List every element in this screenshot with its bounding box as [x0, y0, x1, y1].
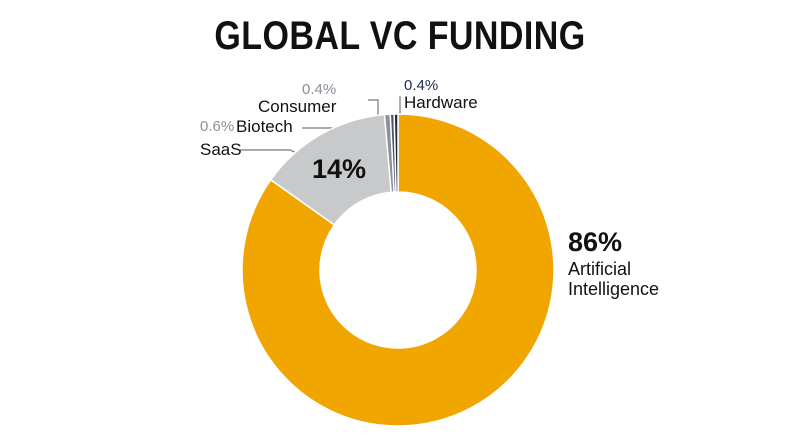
value-label: 0.6%	[200, 118, 235, 135]
slice	[241, 113, 555, 427]
chart-title: GLOBAL VC FUNDING	[214, 14, 586, 58]
value-label: 86%	[568, 227, 623, 257]
category-label: Artificial Intelligence	[568, 259, 660, 299]
value-label: 0.4%	[404, 77, 439, 94]
category-label: Biotech	[236, 117, 293, 136]
value-label: 14%	[312, 154, 367, 184]
category-label: SaaS	[200, 140, 242, 159]
category-label: Consumer	[258, 97, 337, 116]
slice	[393, 113, 399, 193]
leader-line	[368, 99, 379, 118]
value-label: 0.4%	[302, 81, 337, 98]
category-label: Hardware	[404, 93, 478, 112]
